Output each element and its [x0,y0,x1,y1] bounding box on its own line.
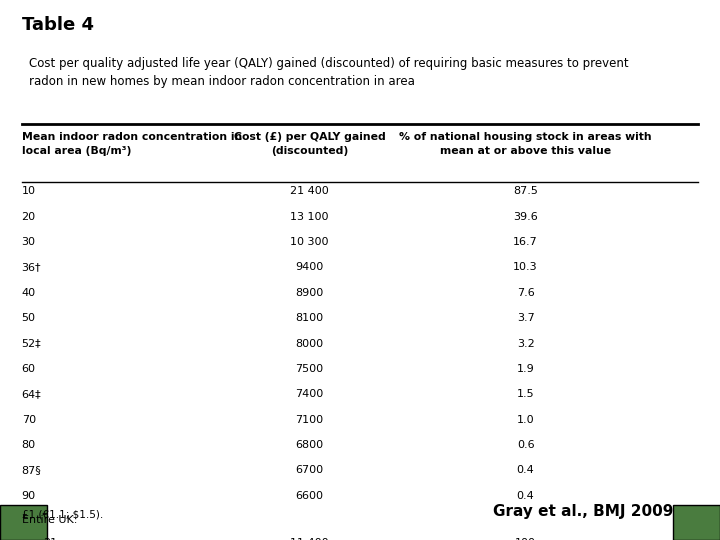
Text: 1.9: 1.9 [517,364,534,374]
Text: 8000: 8000 [295,339,324,349]
Text: 16.7: 16.7 [513,237,538,247]
Text: 7400: 7400 [295,389,324,400]
Text: 90: 90 [22,491,36,501]
Text: 87§: 87§ [22,465,41,476]
Text: 3.2: 3.2 [517,339,534,349]
Text: 10 300: 10 300 [290,237,329,247]
Text: 60: 60 [22,364,35,374]
Text: 13 100: 13 100 [290,212,329,222]
Text: 7500: 7500 [295,364,324,374]
Text: 6800: 6800 [295,440,324,450]
FancyBboxPatch shape [673,505,720,540]
Text: 20: 20 [22,212,36,222]
Text: 8900: 8900 [295,288,324,298]
Text: 3.7: 3.7 [517,313,534,323]
Text: % of national housing stock in areas with
mean at or above this value: % of national housing stock in areas wit… [400,132,652,156]
Text: 70: 70 [22,415,36,425]
Text: 10.3: 10.3 [513,262,538,273]
Text: Table 4: Table 4 [22,16,94,34]
Text: 6600: 6600 [296,491,323,501]
Text: 30: 30 [22,237,35,247]
Text: 7.6: 7.6 [517,288,534,298]
Text: 64‡: 64‡ [22,389,41,400]
Text: Cost (£) per QALY gained
(discounted): Cost (£) per QALY gained (discounted) [234,132,385,156]
Text: 6700: 6700 [295,465,324,476]
Text: 1.0: 1.0 [517,415,534,425]
Text: 21 400: 21 400 [290,186,329,197]
Text: 0.6: 0.6 [517,440,534,450]
Text: 9400: 9400 [295,262,324,273]
FancyBboxPatch shape [0,505,47,540]
Text: 39.6: 39.6 [513,212,538,222]
Text: 11 400: 11 400 [290,538,329,540]
Text: 50: 50 [22,313,35,323]
Text: 80: 80 [22,440,36,450]
Text: Mean indoor radon concentration in
local area (Bq/m³): Mean indoor radon concentration in local… [22,132,242,156]
Text: 21: 21 [43,538,58,540]
Text: 10: 10 [22,186,35,197]
Text: 40: 40 [22,288,36,298]
Text: 8100: 8100 [295,313,324,323]
Text: 100: 100 [515,538,536,540]
Text: 36†: 36† [22,262,41,273]
Text: Entire UK:: Entire UK: [22,515,77,525]
Text: £1 (€1.1; $1.5).: £1 (€1.1; $1.5). [22,509,103,519]
Text: 0.4: 0.4 [517,465,534,476]
Text: Gray et al., BMJ 2009: Gray et al., BMJ 2009 [493,504,673,519]
Text: 87.5: 87.5 [513,186,538,197]
Text: 52‡: 52‡ [22,339,41,349]
Text: 0.4: 0.4 [517,491,534,501]
Text: Cost per quality adjusted life year (QALY) gained (discounted) of requiring basi: Cost per quality adjusted life year (QAL… [29,57,629,87]
Text: 7100: 7100 [295,415,324,425]
Text: 1.5: 1.5 [517,389,534,400]
